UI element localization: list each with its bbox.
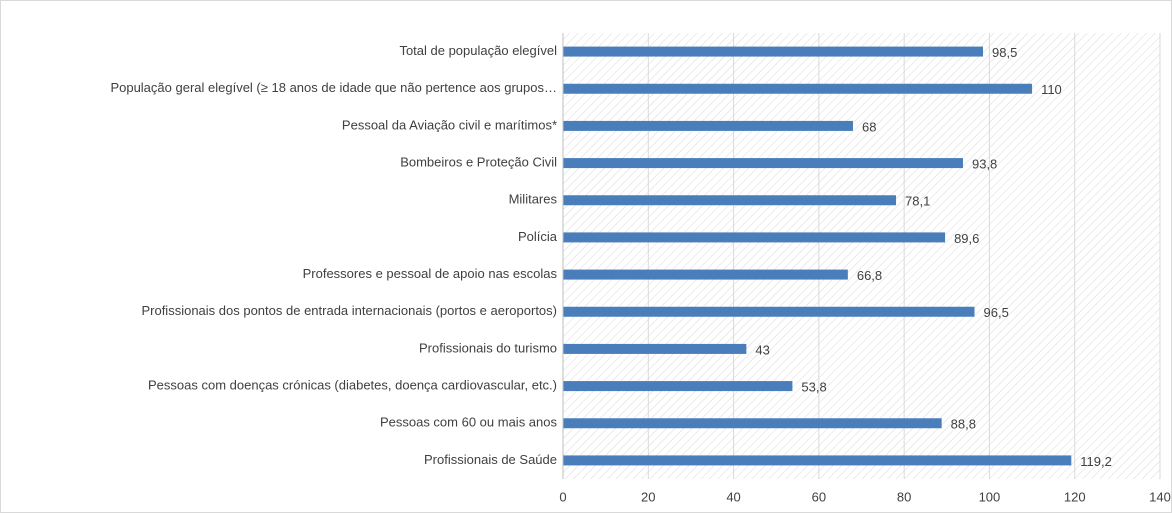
y-tick-label: Polícia	[518, 229, 558, 244]
bar	[563, 232, 946, 243]
x-tick-label: 60	[812, 489, 826, 504]
x-tick-label: 120	[1064, 489, 1086, 504]
bar	[563, 343, 747, 354]
y-tick-label: Pessoas com doenças crónicas (diabetes, …	[148, 378, 557, 393]
bar	[563, 83, 1033, 94]
x-tick-label: 80	[897, 489, 911, 504]
y-tick-label: Pessoas com 60 ou mais anos	[380, 415, 558, 430]
y-tick-label: Pessoal da Aviação civil e marítimos*	[342, 117, 557, 132]
data-label: 119,2	[1080, 454, 1112, 469]
y-tick-label: Profissionais do turismo	[419, 340, 557, 355]
y-tick-label: Professores e pessoal de apoio nas escol…	[303, 266, 558, 281]
data-label: 43	[755, 342, 769, 357]
y-tick-label: Bombeiros e Proteção Civil	[400, 155, 557, 170]
y-tick-label: Profissionais dos pontos de entrada inte…	[141, 303, 557, 318]
y-tick-label: Profissionais de Saúde	[424, 452, 557, 467]
data-label: 98,5	[992, 45, 1017, 60]
bar	[563, 46, 984, 57]
bar	[563, 381, 793, 392]
data-label: 93,8	[972, 157, 997, 172]
data-label: 66,8	[857, 268, 882, 283]
bar	[563, 418, 942, 429]
y-tick-label: Total de população elegível	[399, 43, 557, 58]
x-tick-label: 140	[1149, 489, 1171, 504]
bar	[563, 269, 848, 280]
bar	[563, 455, 1072, 466]
x-tick-label: 20	[641, 489, 655, 504]
data-label: 53,8	[801, 380, 826, 395]
x-tick-label: 100	[979, 489, 1001, 504]
x-tick-label: 0	[559, 489, 566, 504]
data-label: 89,6	[954, 231, 979, 246]
data-label: 78,1	[905, 194, 930, 209]
y-tick-label: Militares	[509, 192, 558, 207]
bar	[563, 306, 975, 317]
data-label: 110	[1041, 82, 1062, 97]
bar	[563, 158, 963, 169]
data-label: 88,8	[951, 417, 976, 432]
bar	[563, 120, 853, 131]
bar	[563, 195, 897, 206]
data-label: 68	[862, 119, 876, 134]
y-tick-label: População geral elegível (≥ 18 anos de i…	[110, 80, 557, 95]
x-tick-label: 40	[726, 489, 740, 504]
data-label: 96,5	[984, 305, 1009, 320]
plot-area	[563, 33, 1160, 479]
